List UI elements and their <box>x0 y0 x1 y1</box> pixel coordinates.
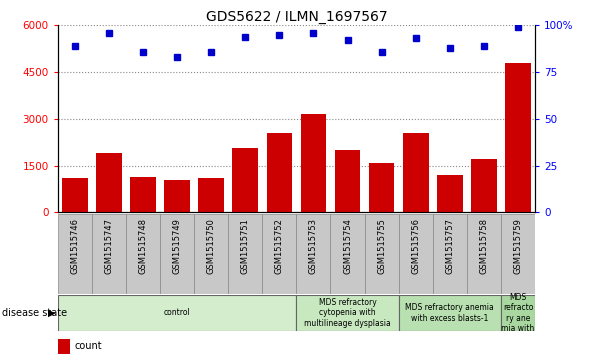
Text: control: control <box>164 309 190 317</box>
Bar <box>335 150 361 212</box>
Text: count: count <box>74 342 102 351</box>
Text: GSM1515759: GSM1515759 <box>514 218 522 274</box>
Bar <box>266 133 292 212</box>
Bar <box>232 148 258 212</box>
Text: ▶: ▶ <box>48 308 55 318</box>
Bar <box>399 214 433 294</box>
Text: GSM1515753: GSM1515753 <box>309 218 318 274</box>
Bar <box>505 63 531 212</box>
Text: GSM1515755: GSM1515755 <box>377 218 386 274</box>
Text: GSM1515749: GSM1515749 <box>173 218 182 274</box>
Bar <box>58 295 296 331</box>
Bar <box>331 214 365 294</box>
Bar <box>433 214 467 294</box>
Bar <box>228 214 262 294</box>
Text: GSM1515758: GSM1515758 <box>479 218 488 274</box>
Bar <box>96 153 122 212</box>
Bar <box>399 295 501 331</box>
Bar <box>58 339 70 354</box>
Bar <box>262 214 296 294</box>
Text: GSM1515757: GSM1515757 <box>445 218 454 274</box>
Bar <box>62 178 88 212</box>
Bar <box>467 214 501 294</box>
Text: MDS refractory
cytopenia with
multilineage dysplasia: MDS refractory cytopenia with multilinea… <box>304 298 391 328</box>
Bar <box>126 214 160 294</box>
Bar <box>365 214 399 294</box>
Bar <box>296 295 399 331</box>
Text: GSM1515752: GSM1515752 <box>275 218 284 274</box>
Bar <box>369 163 395 212</box>
Bar <box>403 133 429 212</box>
Text: disease state: disease state <box>2 308 67 318</box>
Bar <box>296 214 331 294</box>
Bar <box>301 114 326 212</box>
Title: GDS5622 / ILMN_1697567: GDS5622 / ILMN_1697567 <box>206 11 387 24</box>
Bar <box>160 214 194 294</box>
Bar <box>92 214 126 294</box>
Bar <box>198 178 224 212</box>
Text: GSM1515748: GSM1515748 <box>139 218 148 274</box>
Text: GSM1515751: GSM1515751 <box>241 218 250 274</box>
Bar <box>58 214 92 294</box>
Text: GSM1515750: GSM1515750 <box>207 218 216 274</box>
Text: GSM1515754: GSM1515754 <box>343 218 352 274</box>
Text: MDS refractory anemia
with excess blasts-1: MDS refractory anemia with excess blasts… <box>406 303 494 323</box>
Bar <box>501 295 535 331</box>
Bar <box>164 180 190 212</box>
Bar <box>130 176 156 212</box>
Text: GSM1515746: GSM1515746 <box>71 218 79 274</box>
Bar <box>437 175 463 212</box>
Text: GSM1515756: GSM1515756 <box>411 218 420 274</box>
Bar <box>194 214 228 294</box>
Bar <box>471 159 497 212</box>
Text: GSM1515747: GSM1515747 <box>105 218 114 274</box>
Text: MDS
refracto
ry ane
mia with: MDS refracto ry ane mia with <box>502 293 534 333</box>
Bar <box>501 214 535 294</box>
